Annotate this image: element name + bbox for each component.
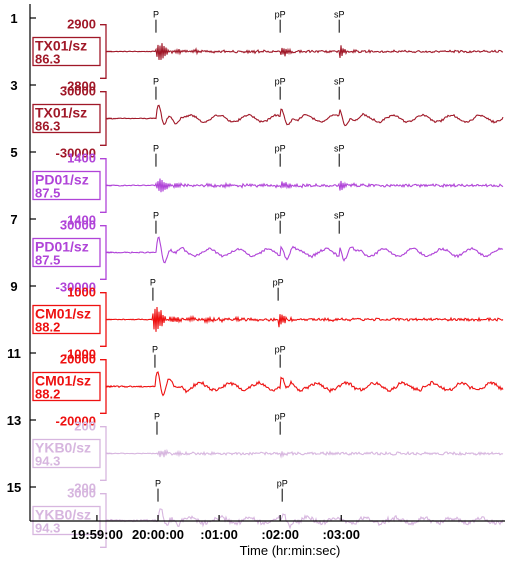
trace-CM01-sz-4 — [105, 306, 504, 332]
phase-label-pP: pP — [275, 345, 286, 355]
phase-label-sP: sP — [334, 144, 345, 154]
y-tick-label: 5 — [10, 145, 17, 160]
phase-label-pP: pP — [273, 278, 284, 288]
station-box — [32, 103, 101, 134]
phase-label-pP: pP — [275, 10, 286, 20]
station-distance: 88.2 — [35, 320, 60, 335]
scale-top-value: 200 — [74, 419, 96, 434]
y-tick-label: 15 — [7, 480, 21, 495]
phase-label-sP: sP — [334, 10, 345, 20]
phase-label-pP: pP — [275, 412, 286, 422]
phase-label-sP: sP — [334, 77, 345, 87]
station-distance: 87.5 — [35, 253, 60, 268]
phase-label-P: P — [154, 412, 160, 422]
station-name: TX01/sz — [35, 105, 87, 121]
scale-top-value: 30000 — [60, 84, 96, 99]
scale-bottom-value: -1000 — [63, 346, 96, 361]
trace-PD01-sz-3 — [105, 236, 504, 264]
trace-TX01-sz-1 — [105, 104, 504, 127]
y-tick-label: 3 — [10, 78, 17, 93]
x-tick-label: 19:59:00 — [71, 527, 123, 542]
y-tick-label: 11 — [7, 346, 21, 361]
station-distance: 88.2 — [35, 387, 60, 402]
phase-label-pP: pP — [275, 77, 286, 87]
station-distance: 94.3 — [35, 521, 60, 536]
phase-label-P: P — [155, 479, 161, 489]
scale-bottom-value: -200 — [70, 480, 96, 495]
station-distance: 94.3 — [35, 454, 60, 469]
y-tick-label: 7 — [10, 212, 17, 227]
y-tick-label: 1 — [10, 11, 17, 26]
station-name: PD01/sz — [35, 239, 89, 255]
station-distance: 87.5 — [35, 186, 60, 201]
scale-bottom-value: -2800 — [63, 78, 96, 93]
trace-PD01-sz-2 — [105, 178, 504, 193]
x-tick-label: 20:00:00 — [132, 527, 184, 542]
x-tick-label: :01:00 — [200, 527, 238, 542]
station-box — [32, 371, 101, 402]
phase-label-pP: pP — [275, 211, 286, 221]
scale-bottom-value: -20000 — [56, 413, 96, 428]
scale-top-value: 1000 — [67, 285, 96, 300]
station-distance: 86.3 — [35, 119, 60, 134]
station-box — [32, 237, 101, 268]
trace-YKB0-sz-6 — [106, 448, 504, 459]
y-tick-label: 9 — [10, 279, 17, 294]
phase-label-P: P — [153, 10, 159, 20]
station-box — [32, 438, 101, 469]
station-name: YKB0/sz — [35, 440, 91, 456]
phase-label-P: P — [153, 77, 159, 87]
station-name: PD01/sz — [35, 172, 89, 188]
phase-label-pP: pP — [275, 144, 286, 154]
scale-bottom-value: -1400 — [63, 212, 96, 227]
station-name: YKB0/sz — [35, 507, 91, 523]
scale-top-value: 20000 — [60, 352, 96, 367]
x-tick-label: :03:00 — [322, 527, 360, 542]
scale-top-value: 30000 — [60, 218, 96, 233]
station-box — [32, 304, 101, 335]
station-box — [32, 170, 101, 201]
x-axis-label: Time (hr:min:sec) — [240, 543, 341, 558]
phase-label-P: P — [153, 144, 159, 154]
trace-TX01-sz-0 — [105, 43, 504, 60]
trace-YKB0-sz-7 — [105, 508, 504, 530]
phase-label-sP: sP — [334, 211, 345, 221]
y-tick-label: 13 — [7, 413, 21, 428]
phase-label-P: P — [153, 211, 159, 221]
station-name: TX01/sz — [35, 38, 87, 54]
scale-bottom-value: -30000 — [56, 145, 96, 160]
scale-top-value: 1400 — [67, 151, 96, 166]
station-box — [32, 36, 101, 67]
phase-label-P: P — [152, 345, 158, 355]
trace-CM01-sz-5 — [105, 371, 504, 397]
traces-layer — [105, 43, 504, 530]
phase-label-pP: pP — [277, 479, 288, 489]
station-name: CM01/sz — [35, 306, 91, 322]
scale-top-value: 3000 — [67, 486, 96, 501]
x-tick-label: :02:00 — [261, 527, 299, 542]
scale-top-value: 2900 — [67, 17, 96, 32]
station-distance: 86.3 — [35, 52, 60, 67]
scale-bottom-value: -30000 — [56, 279, 96, 294]
phase-label-P: P — [150, 278, 156, 288]
station-name: CM01/sz — [35, 373, 91, 389]
